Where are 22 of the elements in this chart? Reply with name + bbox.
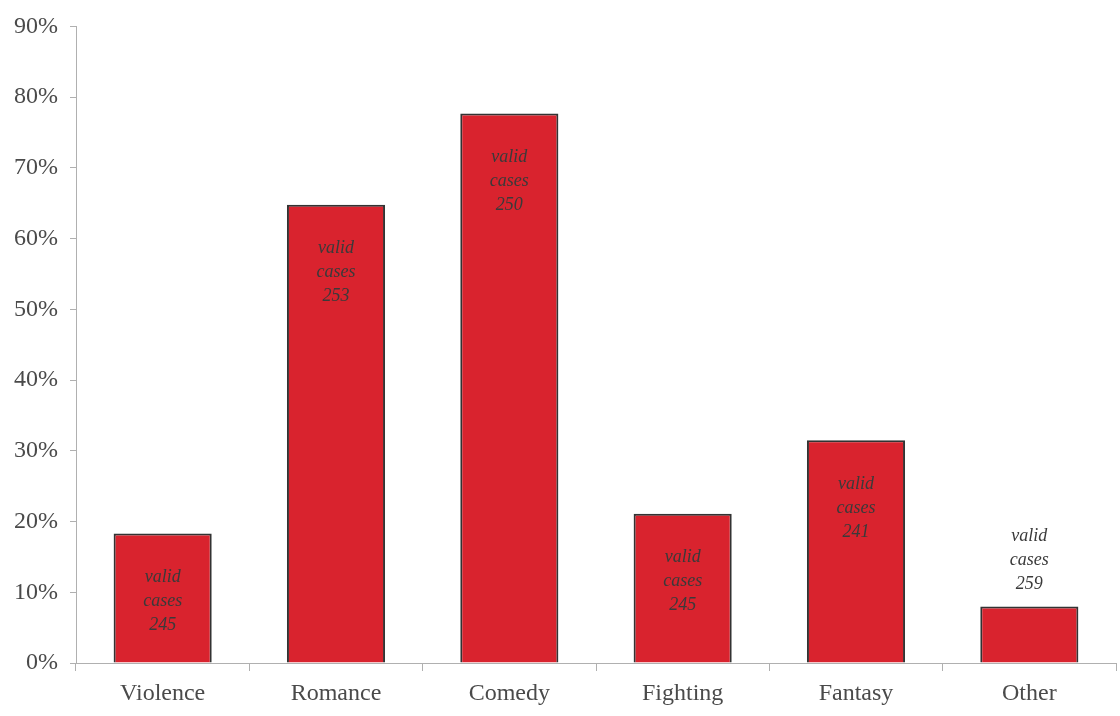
x-tick-label: Fighting [641, 678, 724, 705]
y-tick-label: 70% [14, 153, 58, 180]
x-tick-label: Other [1002, 678, 1057, 705]
annotation: valid cases 245 [143, 566, 183, 635]
y-tick-label: 0% [26, 648, 58, 675]
annotation: valid cases 259 [1009, 525, 1049, 594]
x-tick-label: Comedy [468, 678, 550, 705]
y-tick-label: 90% [14, 11, 58, 38]
y-tick-label: 60% [14, 223, 58, 250]
x-tick-label: Violence [120, 678, 206, 705]
annotation: valid cases 253 [316, 237, 356, 306]
y-tick-label: 20% [14, 506, 58, 533]
y-tick-label: 50% [14, 294, 58, 321]
y-tick-label: 30% [14, 436, 58, 463]
x-tick-label: Fantasy [818, 678, 894, 705]
annotation: valid cases 241 [836, 472, 876, 541]
x-tick-label: Romance [290, 678, 382, 705]
y-tick-label: 80% [14, 82, 58, 109]
y-tick-label: 10% [14, 577, 58, 604]
annotation: valid cases 245 [663, 546, 703, 615]
annotation: valid cases 250 [489, 146, 529, 215]
y-tick-label: 40% [14, 365, 58, 392]
